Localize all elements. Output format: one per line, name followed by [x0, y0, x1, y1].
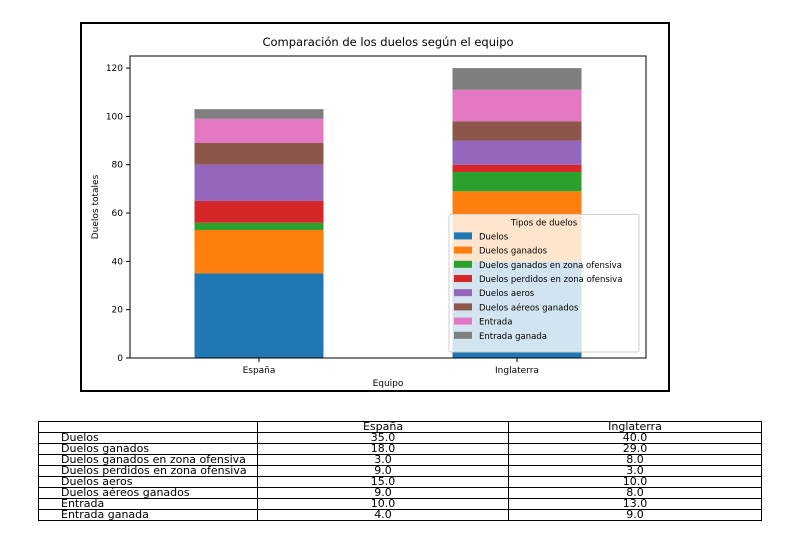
bar-segment: [452, 89, 582, 122]
y-tick-label: 100: [106, 112, 123, 122]
bar-segment: [194, 273, 324, 358]
stacked-bar-chart: Comparación de los duelos según el equip…: [91, 35, 647, 389]
table-cell: 4.0: [257, 509, 509, 521]
bar-segment: [194, 222, 324, 230]
legend-swatch: [454, 260, 472, 268]
legend-swatch: [454, 246, 472, 254]
bar-segment: [194, 118, 324, 143]
x-tick-label: Inglaterra: [495, 366, 539, 376]
table-row: Duelos ganados 18.0 29.0: [38, 443, 762, 455]
table-header-row: España Inglaterra: [38, 421, 762, 433]
chart-figure: Comparación de los duelos según el equip…: [80, 22, 670, 392]
legend-swatch: [454, 275, 472, 282]
bar-segment: [452, 121, 582, 141]
legend-entry: Entrada: [479, 318, 512, 328]
y-tick-label: 0: [117, 354, 123, 364]
y-tick-label: 120: [106, 64, 123, 74]
table-row: Entrada 10.0 13.0: [38, 498, 762, 510]
legend-entry: Entrada ganada: [479, 332, 547, 342]
bar-segment: [194, 164, 324, 201]
legend-entry: Duelos aeros: [479, 289, 535, 299]
bar-segment: [452, 68, 582, 90]
legend-entry: Duelos: [479, 232, 509, 242]
x-tick-label: España: [243, 366, 276, 376]
legend-box: [448, 213, 640, 353]
bar-segment: [452, 171, 582, 192]
plot-area-border: [129, 55, 647, 359]
legend-entry: Duelos aéreos ganados: [479, 302, 579, 313]
x-axis-label: Equipo: [373, 379, 404, 389]
legend-entry: Duelos ganados: [479, 247, 548, 257]
y-tick-label: 40: [112, 257, 124, 267]
chart-title: Comparación de los duelos según el equip…: [262, 35, 513, 49]
table-row-label: Duelos perdidos en zona ofensiva: [38, 465, 258, 477]
table-row: Duelos ganados en zona ofensiva 3.0 8.0: [38, 454, 762, 466]
legend-swatch: [454, 317, 472, 325]
y-axis-label: Duelos totales: [91, 174, 101, 239]
bar-segment: [194, 142, 324, 165]
y-tick-label: 80: [112, 161, 124, 171]
table-row: Duelos aeros 15.0 10.0: [38, 476, 762, 488]
table-row: Duelos perdidos en zona ofensiva 9.0 3.0: [38, 465, 762, 477]
table-row: Entrada ganada 4.0 9.0: [38, 509, 762, 521]
bar-segment: [452, 140, 582, 165]
legend-swatch: [454, 232, 472, 240]
bar-segment: [194, 229, 324, 274]
table-cell: 9.0: [508, 509, 762, 521]
bar-segment: [194, 109, 324, 119]
table-row: Duelos aéreos ganados 9.0 8.0: [38, 487, 762, 499]
bar-segment: [452, 164, 582, 172]
data-table: España Inglaterra Duelos 35.0 40.0 Duelo…: [38, 421, 762, 521]
legend-entry: Duelos perdidos en zona ofensiva: [479, 275, 622, 285]
legend-swatch: [454, 331, 472, 339]
legend-swatch: [454, 303, 472, 311]
y-tick-label: 20: [112, 306, 124, 316]
legend-swatch: [454, 289, 472, 297]
legend-entry: Duelos ganados en zona ofensiva: [479, 261, 622, 271]
table-row-label: Entrada ganada: [38, 509, 258, 521]
legend-title: Tipos de duelos: [510, 218, 578, 228]
y-tick-label: 60: [112, 209, 124, 219]
bar-segment: [194, 200, 324, 223]
